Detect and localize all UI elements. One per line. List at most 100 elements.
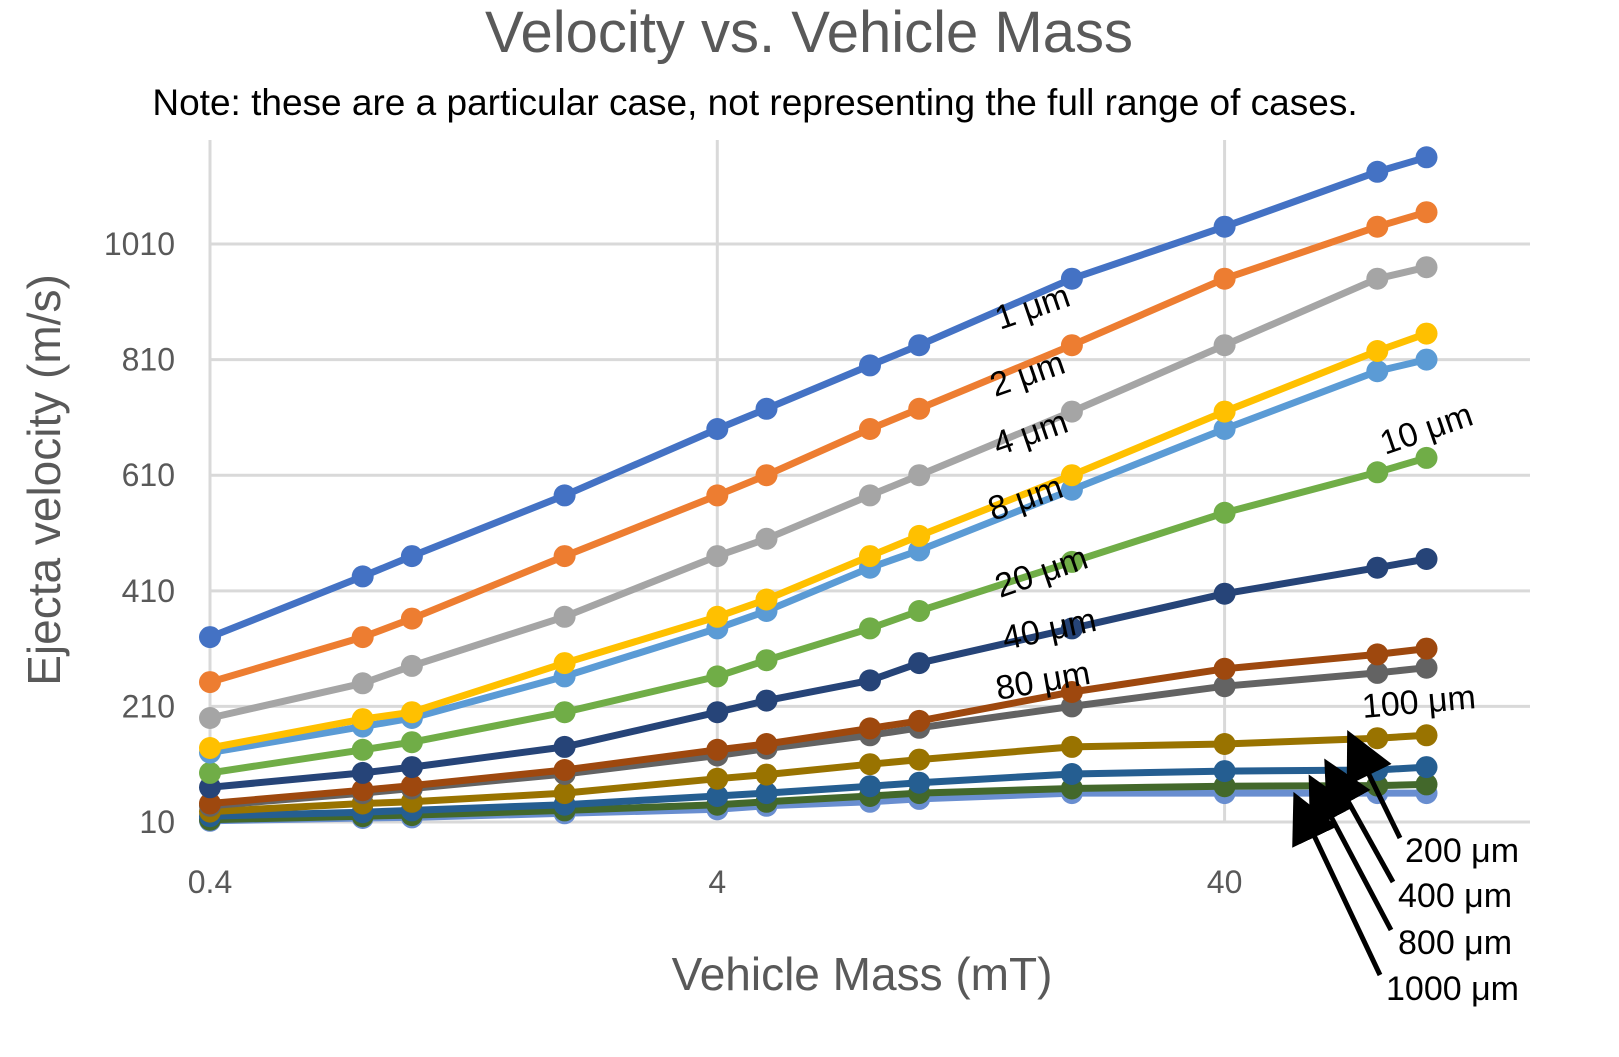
series-line [206,263,1430,722]
data-point [755,782,778,805]
y-tick-label: 210 [122,688,175,724]
series-annotations: 1 μm 2 μm 4 μm 8 μm 10 μm 20 μm 40 μm 80… [983,277,1519,1008]
y-tick-label: 1010 [104,226,175,262]
data-point [351,738,374,761]
data-point [1060,681,1083,703]
data-point [1060,400,1083,423]
data-point [859,753,881,776]
data-point [908,524,931,547]
data-point [1213,775,1236,798]
data-point [1366,556,1389,579]
annotation-800um: 800 μm [1398,924,1512,962]
data-point [859,669,881,692]
series-80um [199,637,1438,815]
series-10um [199,348,1438,764]
data-point [1366,360,1389,383]
data-point [859,545,881,568]
data-point [199,707,221,729]
data-point [553,735,576,758]
data-point [755,649,778,672]
chart-subtitle: Note: these are a particular case, not r… [152,82,1357,123]
data-point [1415,656,1438,679]
y-tick-label: 10 [139,804,175,840]
data-point [1213,418,1236,440]
data-point [755,527,778,550]
data-point [908,464,931,487]
data-point [706,545,729,568]
data-point [908,397,931,420]
data-point [1213,334,1236,357]
data-point [908,748,931,771]
data-point [755,464,778,487]
data-point [351,779,374,802]
data-point [706,665,729,688]
data-point [553,782,576,805]
data-point [755,689,778,712]
chart-title: Velocity vs. Vehicle Mass [485,0,1133,65]
data-point [1415,724,1438,747]
data-point [351,761,374,784]
data-point [1415,446,1438,469]
data-point [859,717,881,740]
data-point [1415,548,1438,570]
data-point [1213,760,1236,783]
data-point [1213,657,1236,680]
series-4um [199,256,1438,729]
data-point [351,672,374,695]
data-point [1415,256,1438,279]
data-point [1366,340,1389,362]
data-point [706,738,729,761]
data-point [755,588,778,611]
y-axis-label: Ejecta velocity (m/s) [18,274,70,686]
data-point [908,771,931,794]
data-point [351,708,374,731]
series-line [206,454,1430,777]
data-point [400,701,423,724]
data-point [1366,727,1389,750]
data-point [1060,550,1083,573]
data-point [1415,146,1438,169]
data-point [908,600,931,622]
annotation-1um: 1 μm [990,277,1074,338]
data-point [1366,661,1389,684]
annotation-arrows [1292,730,1403,977]
data-point [1415,756,1438,779]
data-point [908,652,931,675]
data-point [400,545,423,568]
annotation-1000um: 1000 μm [1386,970,1519,1008]
data-point [1366,160,1389,183]
data-point [351,626,374,649]
data-point [199,671,221,694]
data-point [859,617,881,640]
annotation-20um: 20 μm [990,539,1092,606]
data-point [553,701,576,724]
data-point [1415,637,1438,660]
series-200um [199,724,1438,823]
y-tick-label: 610 [122,457,175,493]
data-point [859,775,881,798]
data-point [706,484,729,507]
data-point [199,761,221,784]
annotation-100um: 100 μm [1360,678,1477,726]
data-point [859,354,881,377]
data-point [1060,464,1083,487]
annotation-4um: 4 μm [988,403,1072,464]
data-point [400,654,423,677]
data-point [351,565,374,588]
data-point [1213,267,1236,290]
series-20um [199,446,1438,784]
y-tick-label: 410 [122,573,175,609]
data-point [1213,675,1236,698]
data-point [1415,201,1438,224]
data-point [1415,773,1438,796]
data-point [199,792,221,815]
data-point [400,774,423,797]
data-point [1213,582,1236,605]
series-line [206,208,1430,686]
data-point [553,605,576,628]
data-point [1213,501,1236,524]
data-point [859,418,881,440]
x-axis-label: Vehicle Mass (mT) [672,948,1053,1000]
data-point [199,737,221,759]
